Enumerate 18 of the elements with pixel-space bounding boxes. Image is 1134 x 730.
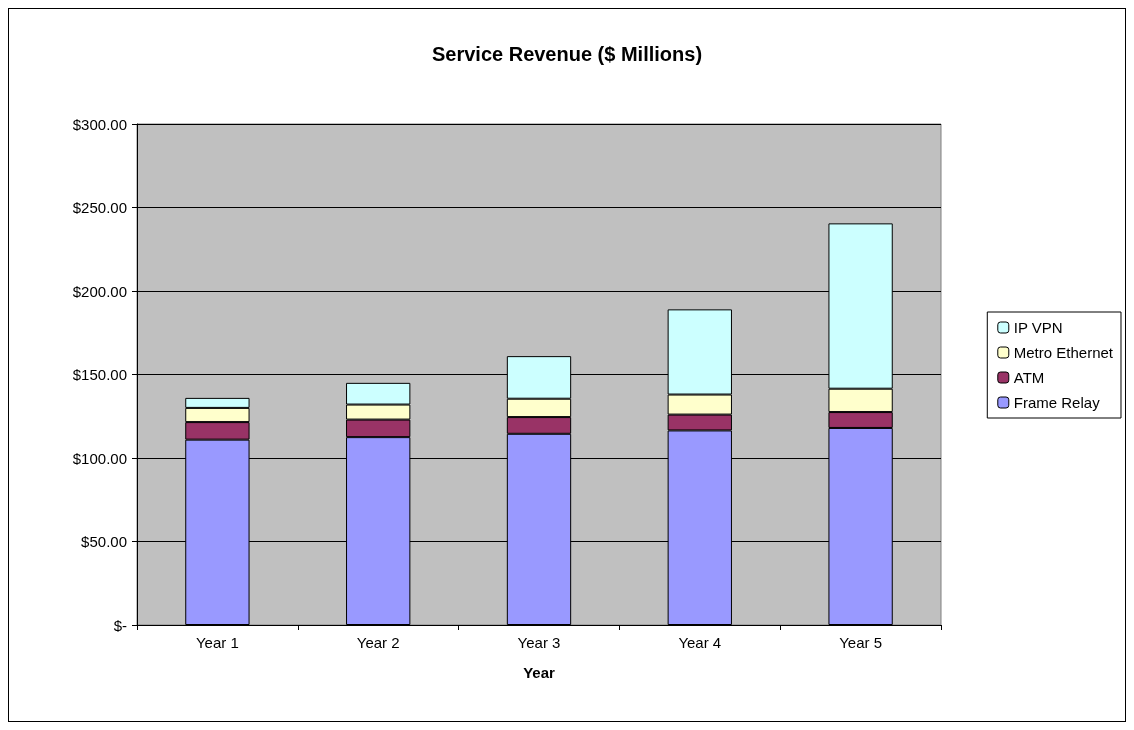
legend-label: ATM (1013, 369, 1045, 386)
y-tick-label: $300.00 (72, 115, 127, 133)
x-axis-title: Year (523, 664, 556, 681)
y-tick-label: $150.00 (72, 366, 127, 383)
x-tick-label: Year 1 (195, 634, 239, 651)
y-tick-label: $100.00 (72, 449, 127, 467)
legend-label: IP VPN (1013, 319, 1063, 336)
x-tick-label: Year 5 (839, 634, 883, 651)
y-tick-label: $250.00 (72, 199, 127, 216)
legend-label: Metro Ethernet (1013, 344, 1114, 361)
y-tick-label: $- (113, 616, 127, 634)
y-tick-label: $50.00 (81, 533, 127, 550)
x-tick-label: Year 2 (356, 634, 400, 651)
y-tick-label: $200.00 (72, 282, 127, 300)
chart-title: Service Revenue ($ Millions) (431, 43, 703, 65)
legend-label: Frame Relay (1013, 394, 1101, 411)
x-tick-label: Year 3 (517, 634, 561, 651)
x-tick-label: Year 4 (678, 634, 722, 651)
